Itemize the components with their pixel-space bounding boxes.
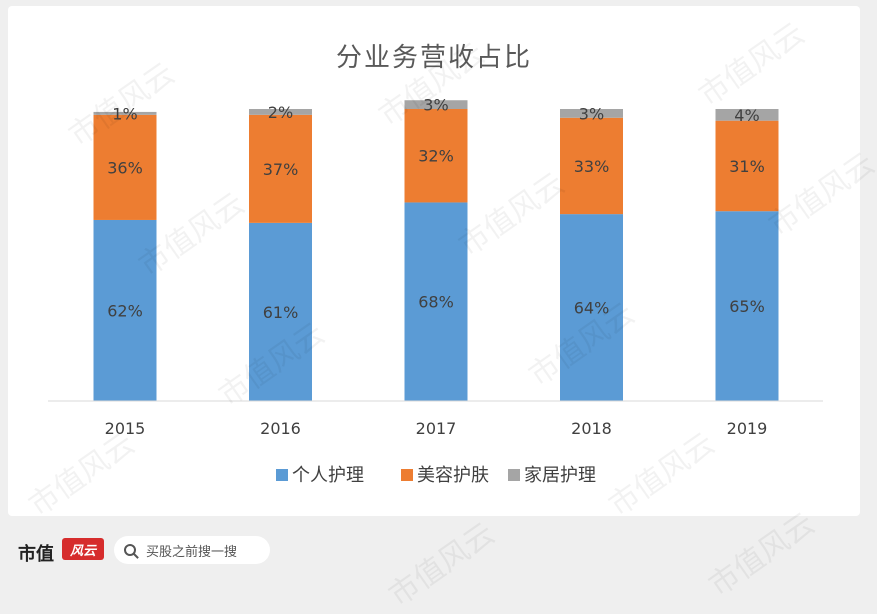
search-placeholder: 买股之前搜一搜 xyxy=(146,544,238,560)
x-tick-label: 2019 xyxy=(727,419,768,438)
bar-家居护理-2015 xyxy=(93,111,157,115)
data-label: 62% xyxy=(107,301,143,320)
data-label: 1% xyxy=(112,104,137,123)
footer: 市值 风云 买股之前搜一搜 xyxy=(0,520,877,580)
chart-title: 分业务营收占比 xyxy=(336,43,532,73)
bar-美容护肤-2019 xyxy=(715,120,779,212)
legend-swatch xyxy=(401,469,413,481)
data-label: 36% xyxy=(107,158,143,177)
bar-美容护肤-2015 xyxy=(93,114,157,220)
brand-name: 市值 xyxy=(18,544,54,565)
legend-label: 个人护理 xyxy=(292,465,364,486)
x-tick-label: 2016 xyxy=(260,419,301,438)
data-label: 65% xyxy=(729,297,765,316)
bar-家居护理-2019 xyxy=(715,109,779,121)
legend-swatch xyxy=(508,469,520,481)
bar-个人护理-2018 xyxy=(560,214,623,401)
data-label: 31% xyxy=(729,157,765,176)
search-icon xyxy=(124,544,136,556)
bar-个人护理-2016 xyxy=(249,222,312,401)
data-label: 64% xyxy=(574,299,610,318)
data-label: 32% xyxy=(418,147,454,166)
data-label: 33% xyxy=(574,157,610,176)
data-label: 61% xyxy=(263,303,299,322)
bar-家居护理-2016 xyxy=(249,109,312,115)
data-label: 4% xyxy=(734,106,759,125)
data-label: 2% xyxy=(268,103,293,122)
x-tick-label: 2017 xyxy=(416,419,457,438)
bar-美容护肤-2016 xyxy=(249,114,312,223)
legend-swatch xyxy=(276,469,288,481)
bar-个人护理-2015 xyxy=(93,219,157,401)
data-label: 68% xyxy=(418,293,454,312)
x-tick-label: 2018 xyxy=(571,419,612,438)
bar-个人护理-2017 xyxy=(404,202,468,401)
data-label: 3% xyxy=(423,96,448,115)
bar-家居护理-2017 xyxy=(404,100,468,109)
search-bar[interactable]: 买股之前搜一搜 xyxy=(114,536,270,564)
bar-个人护理-2019 xyxy=(715,211,779,401)
brand-logo: 风云 xyxy=(62,538,104,560)
bar-美容护肤-2017 xyxy=(404,109,468,203)
bar-家居护理-2018 xyxy=(560,109,623,118)
legend-label: 美容护肤 xyxy=(417,465,489,486)
stacked-bar-chart: 分业务营收占比 62% 36% 1% 61% 37% 2% 68% 32% 3% 64% 33% 3%… xyxy=(48,43,823,486)
chart-card: 分业务营收占比 62% 36% 1% 61% 37% 2% 68% 32% 3% 64% 33% 3%… xyxy=(8,6,860,516)
data-label: 3% xyxy=(579,104,604,123)
x-tick-label: 2015 xyxy=(105,419,146,438)
bar-美容护肤-2018 xyxy=(560,117,623,215)
legend-label: 家居护理 xyxy=(524,465,596,486)
data-label: 37% xyxy=(263,160,299,179)
